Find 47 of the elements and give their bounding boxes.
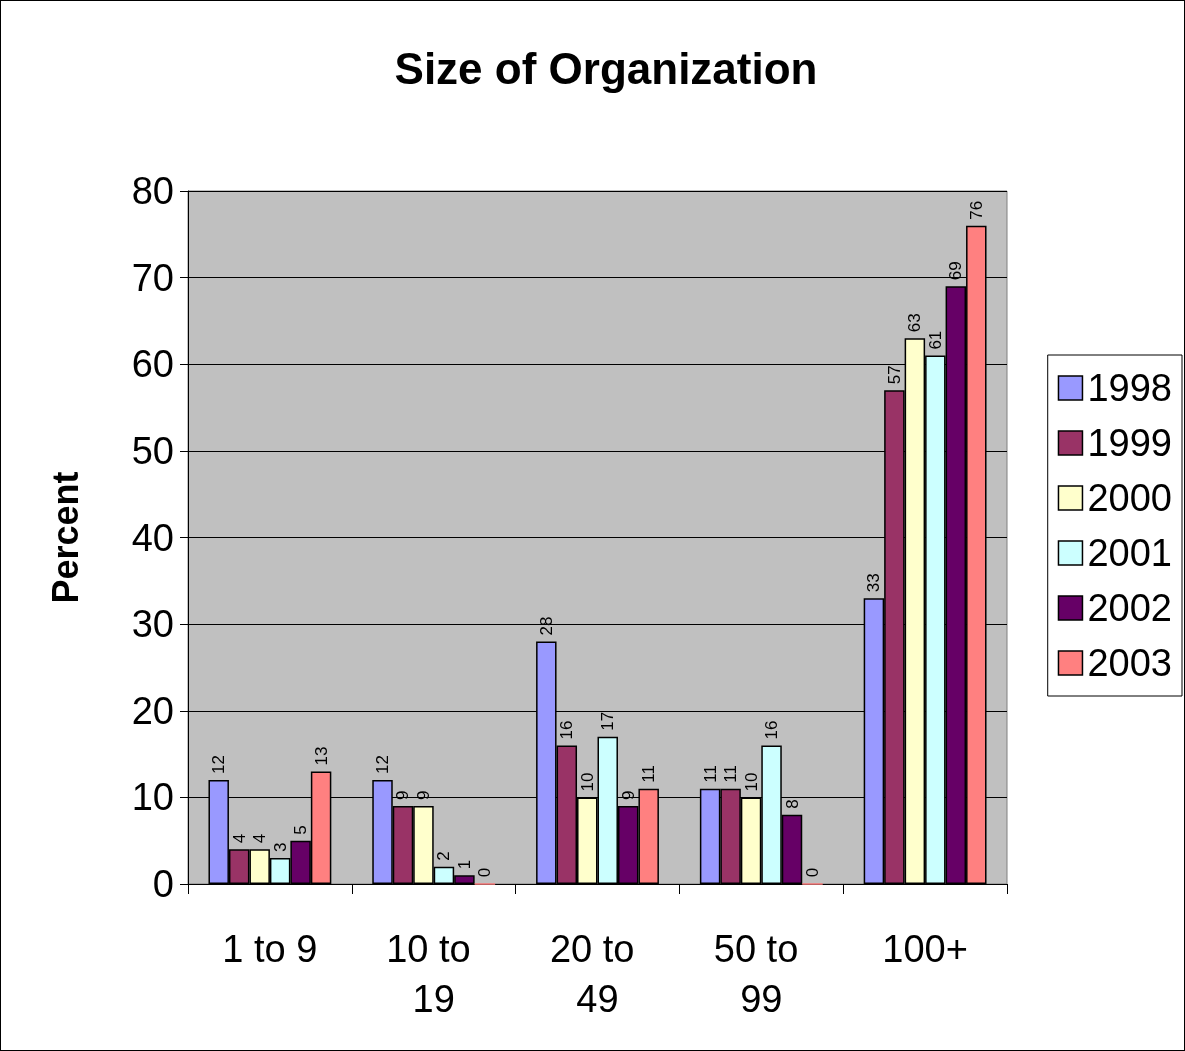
data-label: 3 [270,842,290,853]
data-label: 63 [905,313,925,333]
data-label: 16 [557,720,577,740]
data-label: 16 [762,720,782,740]
data-label: 10 [741,772,761,792]
x-tick-label: 20 to 49 [549,928,646,1020]
x-tick-label: 1 to 9 [222,928,318,970]
y-tick-label: 50 [131,429,174,472]
x-tick-label: 50 to 99 [713,928,809,1020]
y-axis-title: Percent [44,471,86,604]
legend-label: 2003 [1087,642,1173,684]
data-label: 4 [250,833,270,844]
data-label: 10 [577,772,597,792]
legend-label: 2001 [1087,532,1173,574]
y-tick-label: 30 [131,603,174,646]
legend-label: 2000 [1087,477,1173,519]
data-label: 2 [434,851,454,861]
data-label: 0 [475,867,495,878]
y-tick-label: 20 [131,689,174,732]
y-tick-label: 80 [131,170,174,212]
y-tick-label: 60 [131,343,174,386]
data-label: 17 [598,711,618,731]
data-label: 5 [291,825,311,835]
data-label: 1 [454,859,474,870]
data-label: 61 [925,330,945,350]
y-tick-label: 0 [152,863,174,905]
data-label: 12 [373,755,393,775]
legend-label: 2002 [1087,587,1173,629]
data-label: 8 [782,799,802,809]
data-label: 33 [864,573,884,593]
data-label: 12 [209,755,229,775]
data-label: 76 [966,200,986,220]
y-tick-label: 10 [131,776,174,819]
y-tick-label: 70 [131,256,174,299]
data-label: 11 [639,765,659,783]
chart-title: Size of Organization [394,43,818,93]
data-label: 13 [311,746,331,766]
data-label: 57 [884,365,904,385]
y-tick-label: 40 [131,516,174,559]
x-tick-label: 100+ [882,928,968,970]
legend-label: 1998 [1087,367,1173,409]
legend-label: 1999 [1087,422,1173,464]
x-tick-label: 10 to 19 [386,928,482,1020]
data-label: 4 [229,833,249,844]
data-label: 11 [700,765,720,783]
data-label: 0 [802,867,822,878]
data-label: 11 [721,765,741,783]
